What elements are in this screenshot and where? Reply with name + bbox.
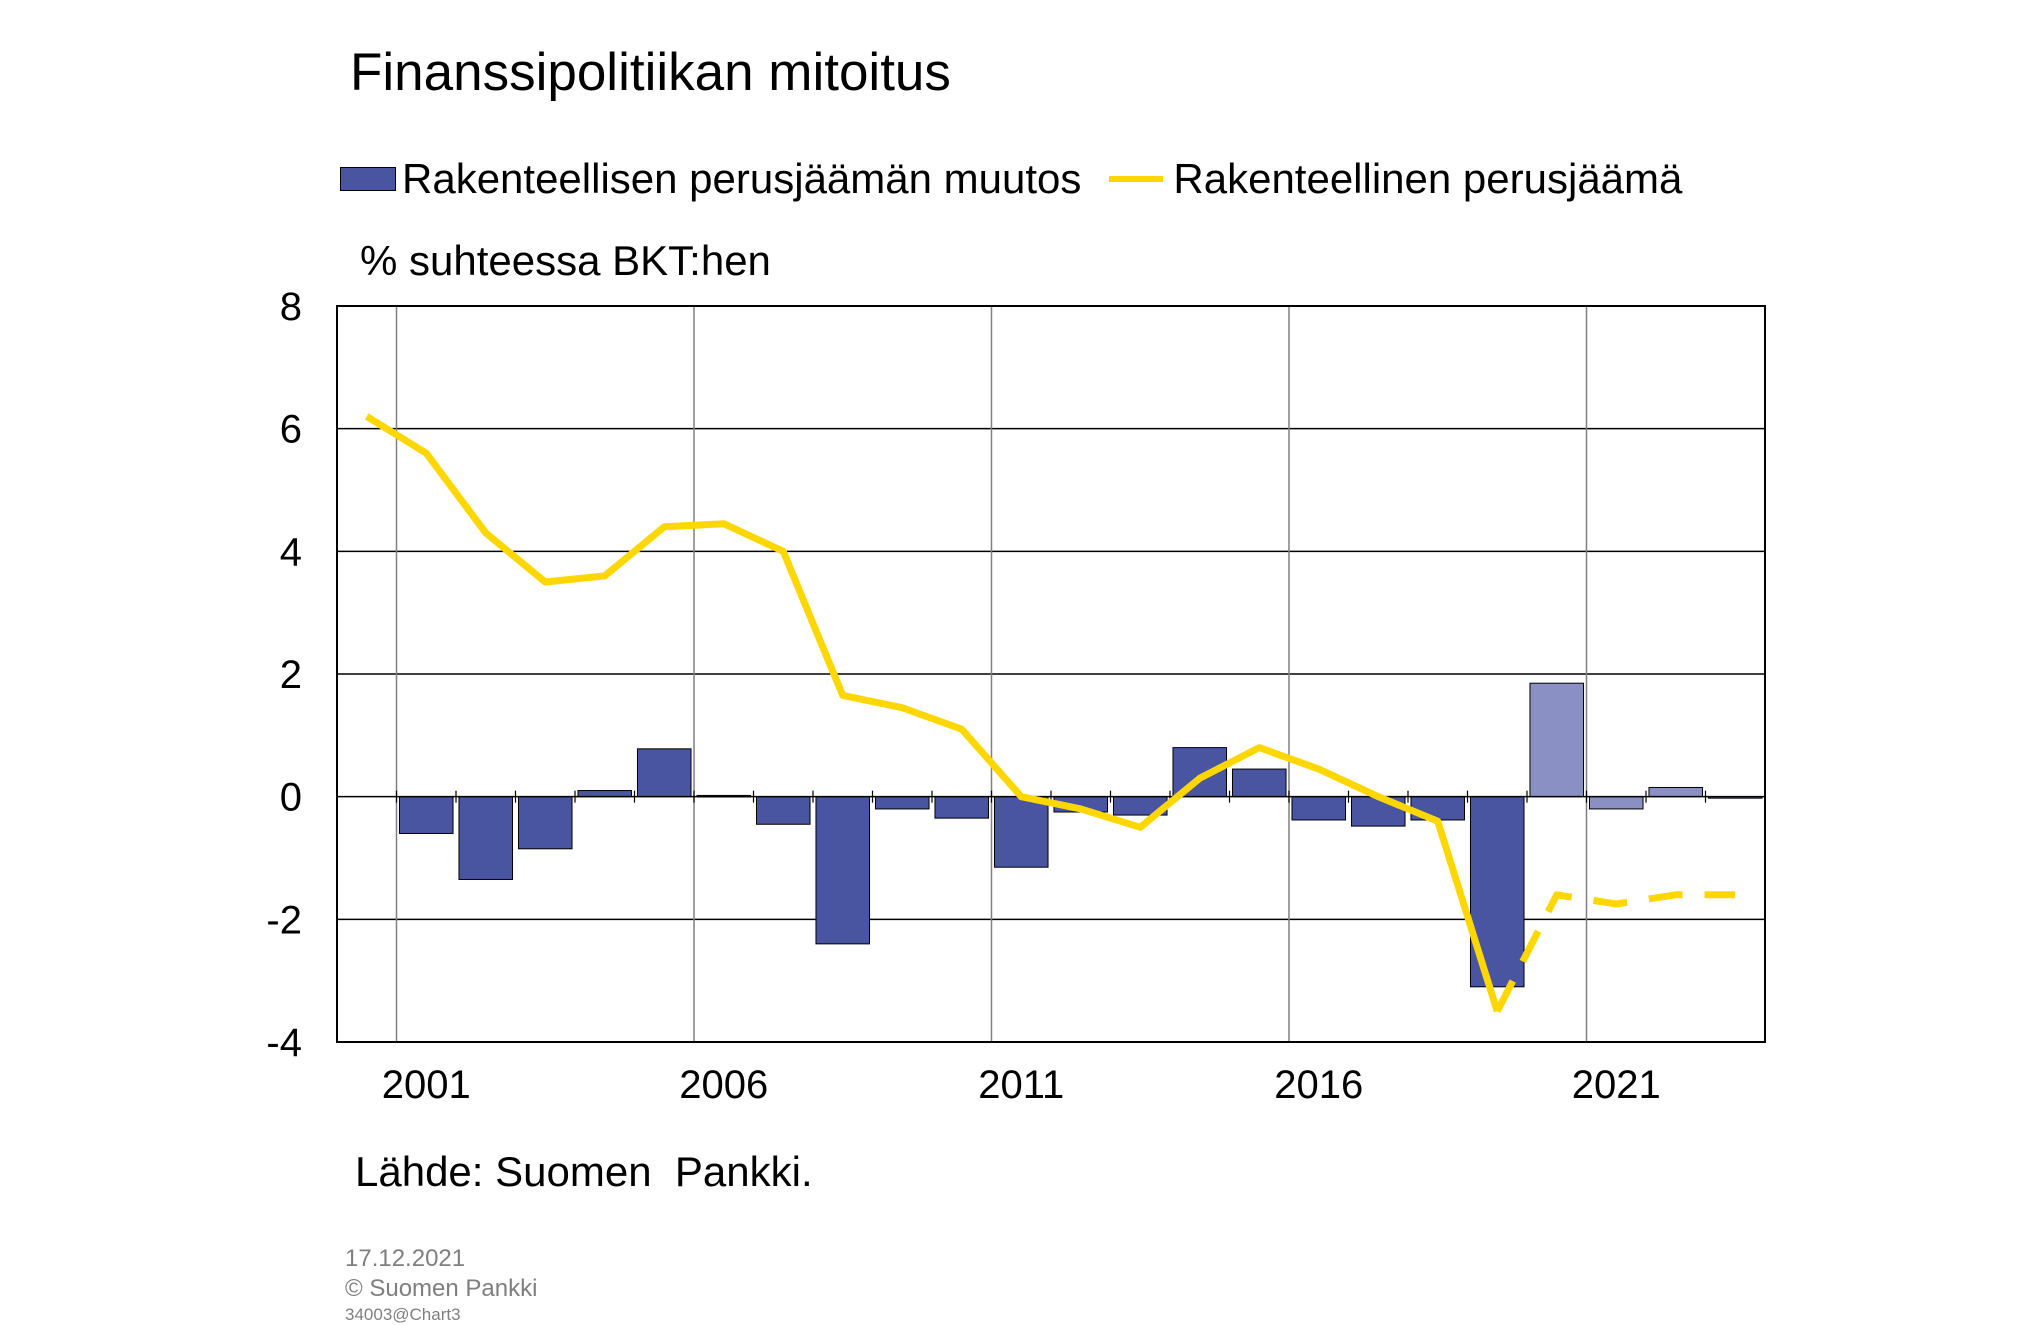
footer-date: 17.12.2021 [345,1245,466,1272]
bar [458,796,514,880]
plot-border [336,305,1766,1043]
unit-label: % suhteessa BKT:hen [360,237,771,284]
lines [364,413,1736,1013]
legend-bar-label: Rakenteellisen perusjäämän muutos [402,155,1082,202]
footer-code: 34003@Chart3 [345,1305,461,1324]
y-tick-label: -4 [266,1021,302,1065]
y-tick-label: 2 [280,653,302,697]
y-tick-label: 0 [280,776,302,820]
bars [398,682,1763,988]
chart-title: Finanssipolitiikan mitoitus [350,43,951,102]
bar [993,796,1049,868]
bar [636,748,692,798]
y-tick-label: -2 [266,898,302,942]
legend-line-label: Rakenteellinen perusjäämä [1173,155,1683,202]
y-tick-label: 4 [280,530,302,574]
bar [1588,796,1644,810]
plot-frame [336,305,1766,1043]
bar [874,796,930,810]
x-tick-label: 2001 [382,1063,471,1107]
source-note: Lähde: Suomen Pankki. [355,1148,813,1195]
line-series-forecast [1494,891,1736,1013]
bar [517,796,573,850]
bar [815,796,871,945]
line-series-actual [364,413,1501,1013]
bar [577,790,633,798]
legend-bar-swatch [340,167,396,191]
x-tick-label: 2011 [978,1063,1064,1107]
y-tick-label: 8 [280,285,302,329]
y-tick-labels: 8 6 4 2 0 -2 -4 [266,285,302,1065]
legend: Rakenteellisen perusjäämän muutos Rakent… [340,155,1682,203]
bar [934,796,990,819]
y-tick-label: 6 [280,408,302,452]
grid [337,306,1765,1042]
bar [755,796,811,825]
bar [1648,786,1704,798]
legend-line-swatch [1109,176,1164,182]
x-tick-labels: 2001 2006 2011 2016 2021 [382,1063,1661,1107]
x-tick-label: 2006 [679,1063,768,1107]
bar [398,796,454,834]
bar [1291,796,1347,821]
bar [1231,768,1287,798]
footer-copyright: © Suomen Pankki [345,1275,538,1302]
bar [1529,682,1585,798]
x-tick-label: 2021 [1572,1063,1661,1107]
x-tick-label: 2016 [1274,1063,1363,1107]
